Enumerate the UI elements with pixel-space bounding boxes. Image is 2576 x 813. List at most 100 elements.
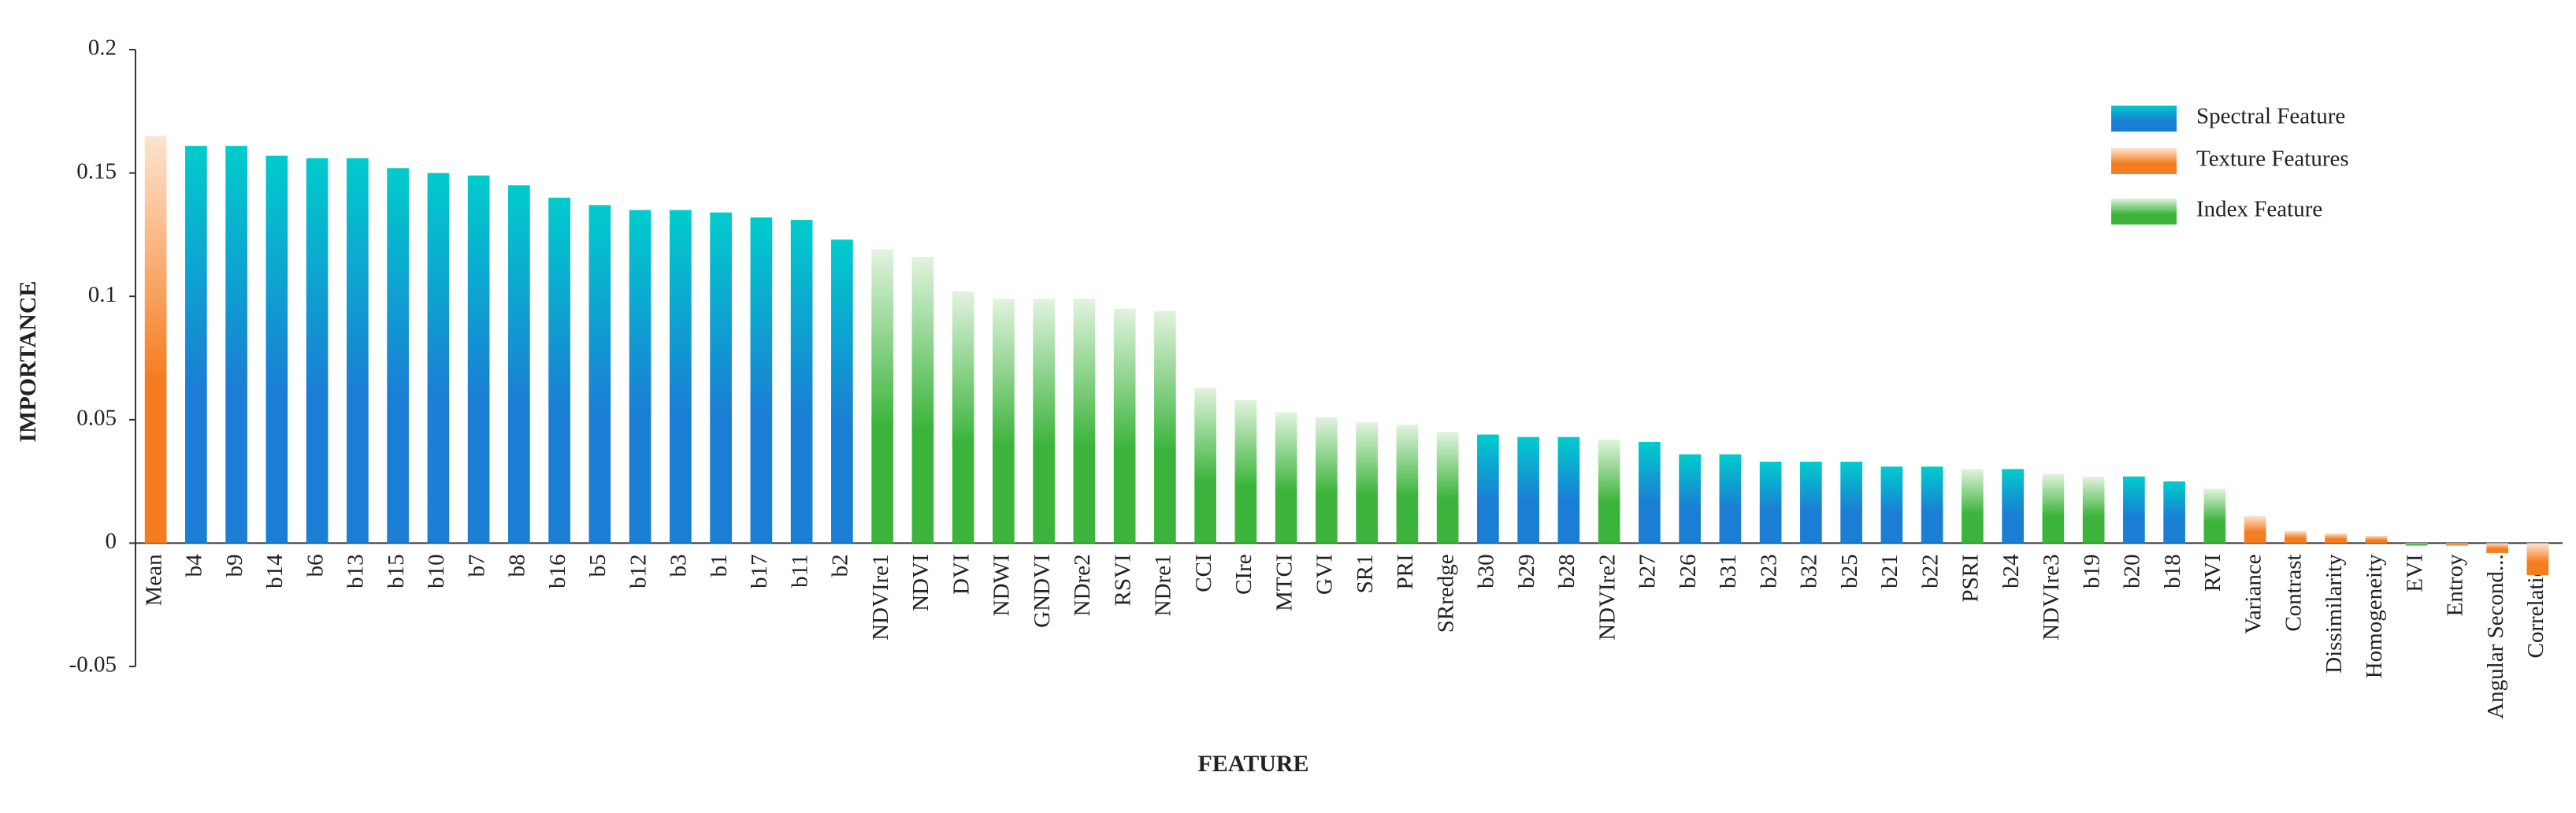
bar — [831, 239, 853, 544]
x-tick-label: b30 — [1474, 554, 1499, 588]
bar — [1557, 436, 1580, 544]
bar — [265, 155, 288, 544]
bar — [225, 146, 247, 544]
x-tick-label: EVI — [2402, 554, 2427, 592]
y-axis-title: IMPORTANCE — [15, 280, 41, 442]
y-tick-label: 0.2 — [88, 35, 117, 61]
x-tick-label: b13 — [343, 554, 369, 588]
bar — [1436, 432, 1459, 544]
bar — [1598, 439, 1620, 544]
bar — [1234, 399, 1257, 544]
x-tick-label: b12 — [625, 554, 651, 588]
x-tick-label: b17 — [747, 554, 772, 588]
legend-swatch — [2111, 106, 2177, 132]
bar — [427, 173, 450, 544]
bar — [871, 249, 893, 544]
bar — [2285, 530, 2307, 544]
x-tick-label: PSRI — [1958, 554, 1984, 602]
bar — [508, 185, 530, 544]
bar — [1517, 436, 1539, 544]
bar — [2244, 515, 2266, 544]
bar — [467, 175, 490, 544]
x-tick-label: b23 — [1756, 554, 1781, 588]
y-tick-label: -0.05 — [69, 652, 117, 678]
x-tick-label: b26 — [1676, 554, 1701, 588]
y-tick-label: 0.05 — [76, 405, 117, 430]
x-tick-label: b22 — [1917, 554, 1943, 588]
bar — [670, 210, 692, 544]
bar — [1113, 308, 1136, 544]
bar — [1679, 454, 1701, 544]
bar — [2325, 533, 2347, 544]
x-tick-label: b11 — [787, 554, 812, 587]
x-tick-label: GVI — [1312, 554, 1338, 595]
bar — [1840, 462, 1862, 544]
bar — [790, 220, 813, 544]
x-tick-label: b16 — [545, 554, 570, 588]
bar — [710, 212, 732, 544]
bar — [1275, 412, 1297, 544]
bar — [1800, 462, 1822, 544]
bar — [1639, 441, 1661, 544]
x-tick-label: b29 — [1514, 554, 1539, 588]
x-tick-label: RVI — [2200, 554, 2225, 592]
bar — [2526, 543, 2549, 576]
bar — [2163, 481, 2185, 544]
x-tick-label: b19 — [2079, 554, 2104, 588]
x-tick-label: b4 — [182, 554, 207, 577]
bar — [1962, 469, 1984, 544]
bar — [750, 217, 773, 544]
x-tick-label: CCI — [1191, 554, 1216, 592]
x-tick-label: Variance — [2240, 554, 2266, 633]
legend-label: Index Feature — [2196, 197, 2322, 222]
x-tick-label: MTCI — [1271, 554, 1297, 611]
bar — [2042, 473, 2065, 544]
bar — [2365, 536, 2388, 544]
x-tick-label: CIre — [1231, 554, 1256, 595]
legend-swatch — [2111, 199, 2177, 225]
bar — [347, 158, 369, 544]
bar — [2486, 543, 2508, 553]
x-tick-label: b6 — [303, 554, 328, 577]
bar — [952, 291, 974, 544]
x-tick-label: NDVIre2 — [1594, 554, 1620, 640]
bar — [1759, 462, 1782, 544]
x-tick-label: b5 — [585, 554, 611, 577]
x-tick-label: b25 — [1837, 554, 1862, 588]
x-tick-label: SRredge — [1433, 554, 1458, 633]
x-tick-label: b21 — [1877, 554, 1902, 588]
x-tick-label: b28 — [1554, 554, 1579, 588]
bar — [2446, 543, 2468, 546]
x-tick-label: b8 — [505, 554, 530, 577]
x-tick-label: DVI — [948, 554, 974, 595]
x-tick-label: b10 — [424, 554, 449, 588]
bar — [1073, 299, 1096, 544]
x-tick-label: PRI — [1393, 554, 1418, 589]
x-tick-label: SR1 — [1353, 554, 1378, 593]
x-axis-title: FEATURE — [1197, 751, 1308, 777]
bar — [144, 136, 167, 544]
x-tick-label: b3 — [666, 554, 692, 577]
x-tick-label: b2 — [828, 554, 853, 577]
bar — [1033, 299, 1055, 544]
x-tick-label: NDWI — [989, 554, 1015, 616]
x-tick-label: Angular Second... — [2483, 554, 2508, 718]
x-tick-label: b7 — [464, 554, 489, 577]
x-tick-label: b24 — [1999, 554, 2024, 588]
bar — [1880, 466, 1903, 544]
x-tick-label: b18 — [2160, 554, 2185, 588]
bar — [1154, 310, 1176, 544]
bar — [2405, 543, 2428, 546]
bar — [185, 146, 207, 544]
x-tick-label: GNDVI — [1030, 554, 1055, 627]
legend-label: Texture Features — [2196, 147, 2349, 172]
x-tick-label: Dissimilarity — [2322, 554, 2347, 674]
x-tick-label: Mean — [141, 554, 166, 607]
bar — [1477, 434, 1499, 544]
bar — [629, 210, 651, 544]
x-tick-label: RSVI — [1110, 554, 1135, 606]
bar — [993, 299, 1015, 544]
bar — [387, 168, 409, 544]
